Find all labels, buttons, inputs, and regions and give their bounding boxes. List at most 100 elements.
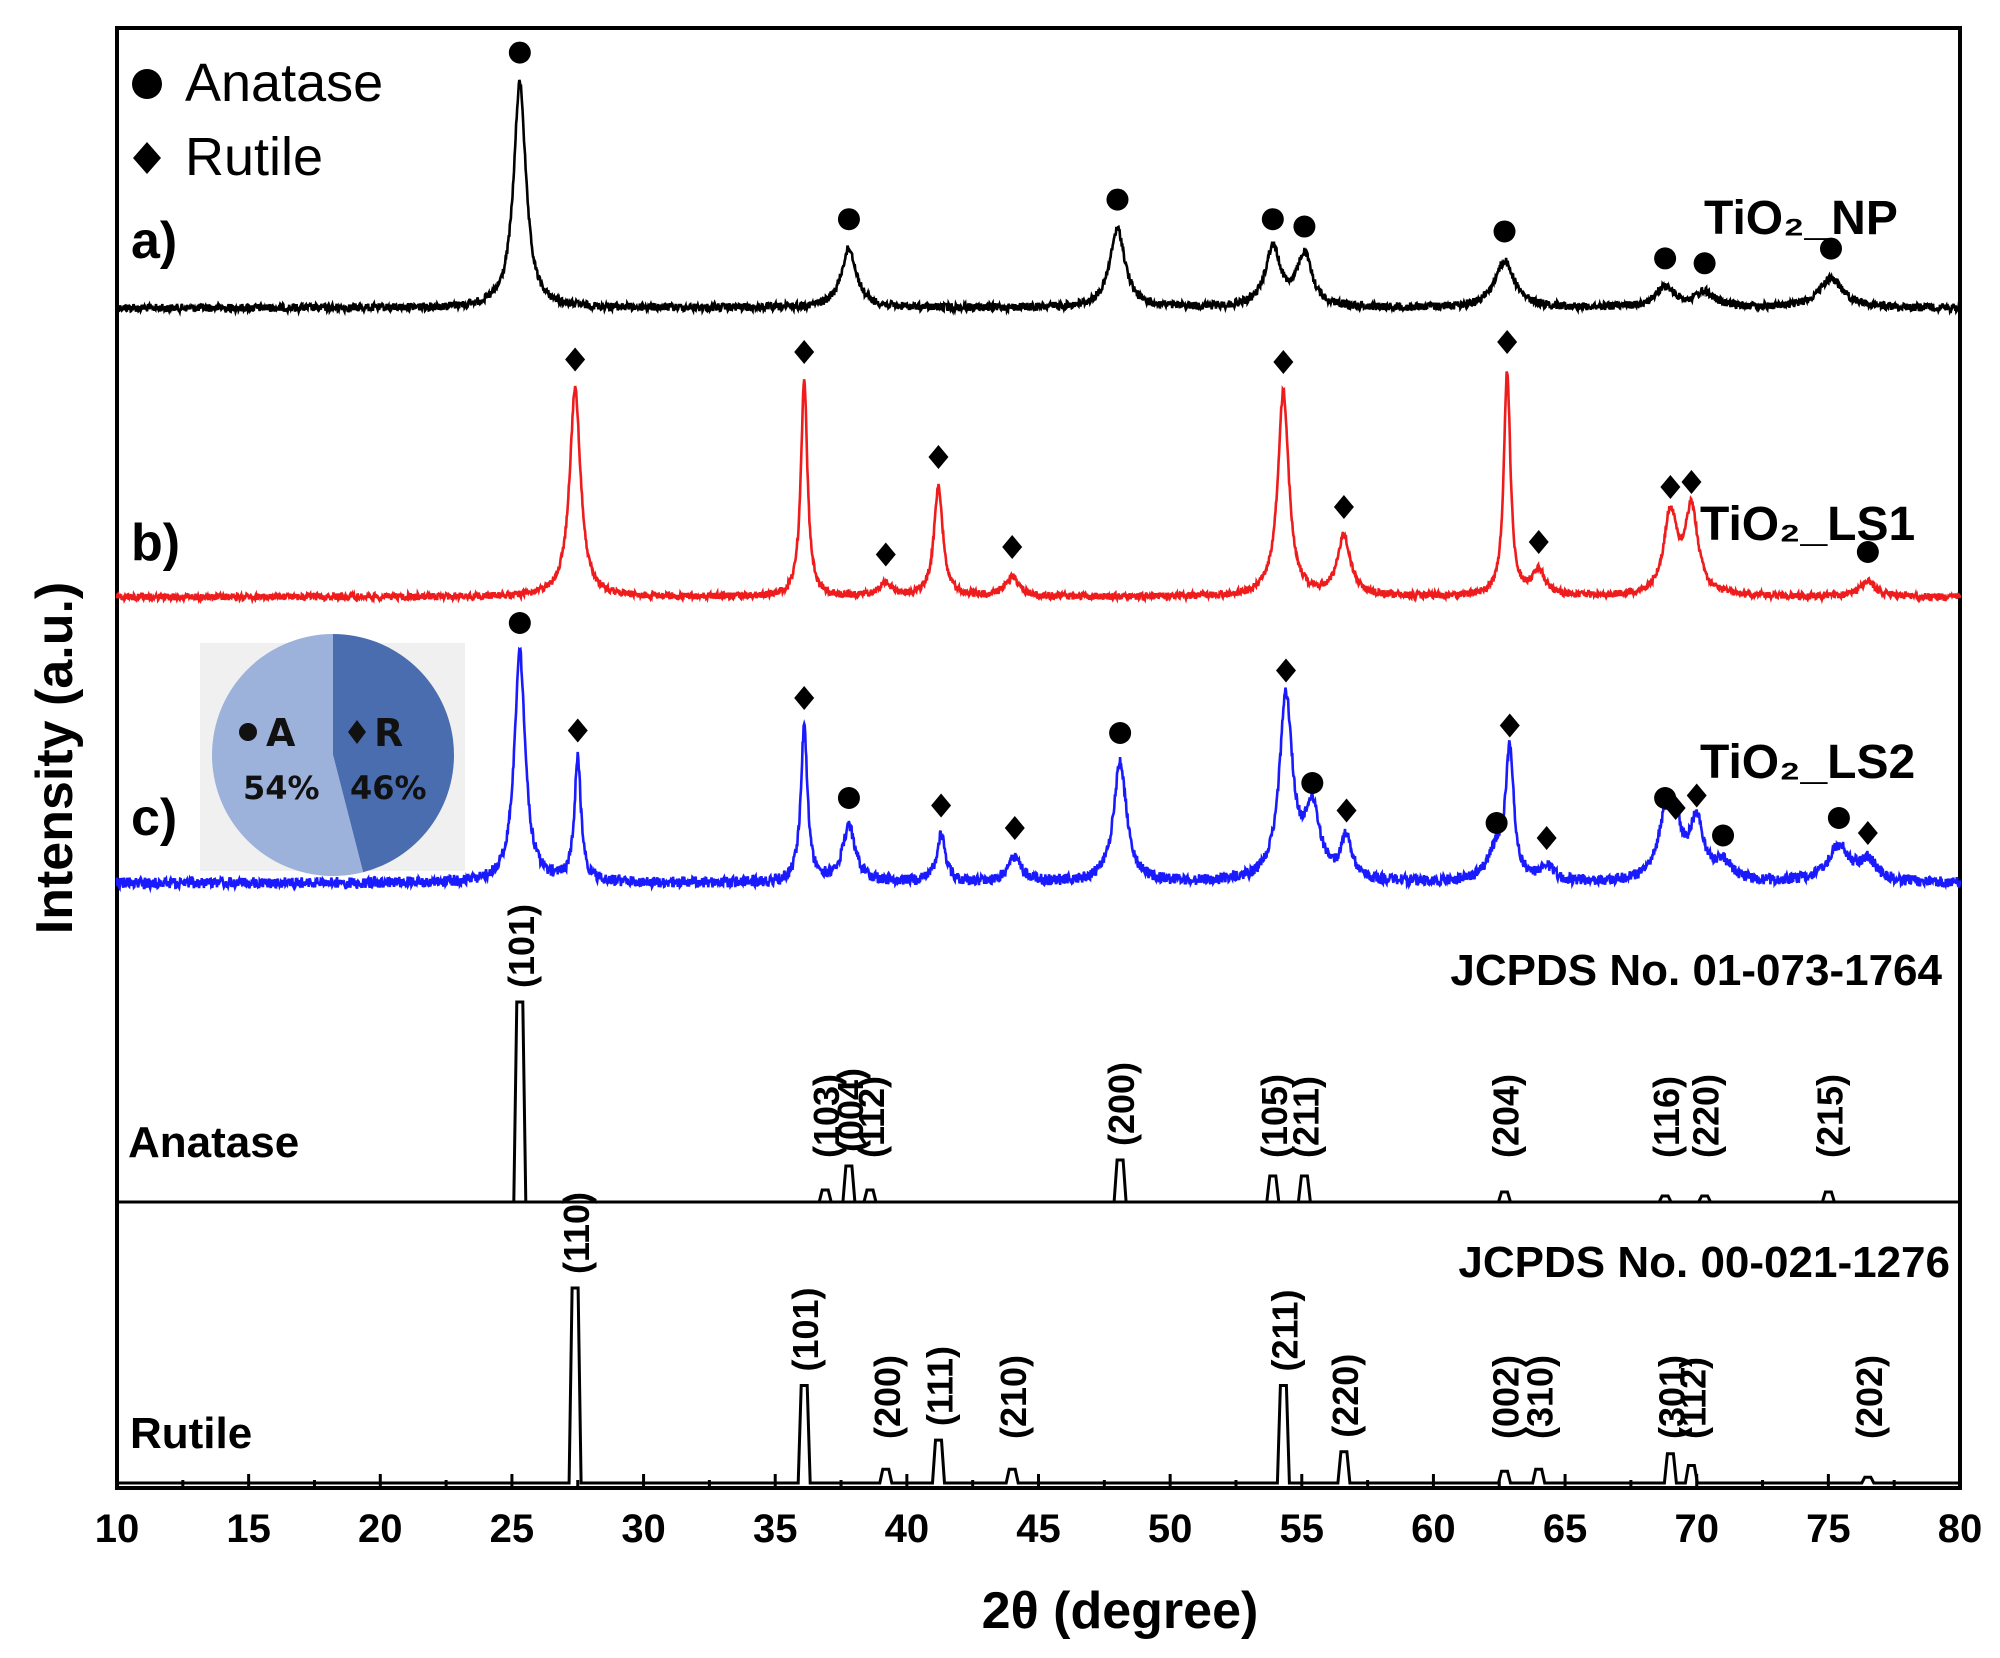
anatase-reference-hkl-label: (004) (830, 1068, 871, 1152)
rutile-peak-marker (1336, 798, 1357, 823)
rutile-reference-hkl-label: (111) (919, 1346, 960, 1426)
x-tick-label: 20 (358, 1507, 403, 1551)
anatase-peak-marker (1106, 188, 1129, 211)
rutile-reference-hkl-label: (112) (1672, 1357, 1713, 1439)
x-tick-label: 15 (226, 1507, 271, 1551)
x-tick-label: 40 (885, 1507, 930, 1551)
anatase-peak-marker (1693, 252, 1716, 275)
anatase-reference-hkl-label: (215) (1809, 1074, 1850, 1158)
curve-tio2-ls2 (115, 646, 1962, 894)
rutile-peak-marker (1681, 470, 1702, 494)
rutile-peak-marker (794, 686, 815, 710)
curve-tio2-ls1 (115, 371, 1962, 605)
sample-label-tio2-ls1: TiO₂_LS1 (1700, 498, 1915, 551)
rutile-reference-hkl-label: (101) (785, 1287, 826, 1371)
pie-slice-anatase (211, 634, 364, 877)
pie-anatase-label: A (266, 711, 296, 755)
anatase-reference-hkl-label: (220) (1686, 1074, 1727, 1158)
anatase-peak-marker (1654, 247, 1677, 270)
anatase-reference-hkl-label: (105) (1254, 1074, 1295, 1158)
rutile-peak-marker (1536, 826, 1557, 850)
x-tick-label: 25 (490, 1507, 535, 1551)
curve-letter-a: a) (131, 212, 177, 270)
x-tick-label: 65 (1543, 1507, 1588, 1551)
anatase-peak-marker (1712, 824, 1735, 847)
rutile-reference-line (117, 1286, 1960, 1485)
rutile-peak-marker (1660, 475, 1681, 499)
x-tick-label: 60 (1411, 1507, 1456, 1551)
rutile-peak-marker (1528, 530, 1549, 554)
anatase-reference-hkl-label: (116) (1646, 1076, 1687, 1158)
rutile-reference-hkl-label: (210) (993, 1355, 1034, 1439)
anatase-reference-hkl-label: (103) (806, 1074, 847, 1158)
anatase-peak-marker (1261, 208, 1284, 231)
anatase-peak-marker (508, 612, 531, 634)
rutile-reference-hkl-label: (110) (556, 1192, 597, 1274)
rutile-peak-marker (1002, 535, 1023, 559)
pie-rutile-label: R (374, 711, 403, 755)
rutile-peak-marker (794, 340, 815, 364)
x-tick-label: 30 (621, 1507, 666, 1551)
x-tick-label: 80 (1938, 1507, 1983, 1551)
anatase-peak-marker (1485, 812, 1508, 834)
rutile-reference-hkl-label: (310) (1520, 1355, 1561, 1439)
anatase-reference-hkl-label: (200) (1101, 1062, 1142, 1146)
rutile-reference-hkl-label: (211) (1264, 1289, 1305, 1371)
legend: Anatase Rutile (132, 53, 383, 187)
sample-curves (115, 79, 1962, 894)
rutile-peak-marker (875, 542, 896, 567)
rutile-peak-marker (565, 347, 586, 372)
anatase-reference-card: JCPDS No. 01-073-1764 (1450, 946, 1942, 995)
x-tick-label: 75 (1806, 1507, 1851, 1551)
anatase-reference-hkl-label: (211) (1285, 1076, 1326, 1158)
anatase-peak-marker (1301, 772, 1324, 794)
rutile-reference-hkl-label: (002) (1486, 1355, 1527, 1439)
rutile-peak-marker (1665, 796, 1686, 820)
curve-letter-b: b) (131, 514, 180, 572)
rutile-peak-marker (928, 445, 949, 469)
anatase-peak-marker (837, 208, 860, 231)
anatase-reference-hkl-label: (112) (851, 1076, 892, 1158)
anatase-reference-line (117, 1000, 1960, 1204)
legend-anatase-label: Anatase (185, 53, 383, 113)
x-tick-label: 35 (753, 1507, 798, 1551)
x-tick-label: 45 (1016, 1507, 1061, 1551)
rutile-peak-marker (931, 793, 952, 818)
x-tick-label: 50 (1148, 1507, 1193, 1551)
rutile-reference-hkl-label: (301) (1651, 1355, 1692, 1439)
pie-anatase-percent: 54% (243, 769, 320, 807)
x-axis-title: 2θ (degree) (982, 1582, 1259, 1640)
rutile-peak-marker (1273, 350, 1294, 374)
x-tick-label: 55 (1280, 1507, 1325, 1551)
legend-rutile-diamond-icon (133, 142, 161, 174)
rutile-peak-marker (1004, 816, 1025, 840)
rutile-peak-marker (1333, 495, 1354, 519)
pie-slice-rutile (333, 634, 454, 873)
anatase-peak-marker (1827, 807, 1850, 829)
rutile-reference-hkl-label: (202) (1849, 1355, 1890, 1439)
rutile-peak-marker (1275, 658, 1296, 683)
rutile-peak-marker (1857, 821, 1878, 845)
pie-rutile-percent: 46% (350, 769, 427, 807)
reference-patterns: (101)(103)(004)(112) (200) (105)(211) (204)… (117, 904, 1960, 1485)
y-axis-title: Intensity (a.u.) (26, 582, 84, 934)
rutile-peak-marker (1686, 783, 1707, 808)
pie-rutile-diamond-icon (348, 720, 366, 744)
sample-label-tio2-ls2: TiO₂_LS2 (1700, 736, 1915, 789)
anatase-peak-marker (1109, 722, 1132, 744)
rutile-peak-marker (567, 718, 588, 743)
rutile-reference-hkl-label: (220) (1325, 1354, 1366, 1438)
curve-tio2-np (115, 79, 1962, 317)
anatase-reference-name: Anatase (128, 1118, 299, 1167)
curve-letter-c: c) (131, 789, 177, 847)
rutile-peak-marker (1497, 330, 1518, 354)
anatase-peak-marker (1856, 541, 1879, 563)
x-tick-label: 70 (1674, 1507, 1719, 1551)
phase-markers (508, 41, 1879, 850)
anatase-peak-marker (508, 41, 531, 64)
pie-anatase-circle-icon (239, 723, 257, 741)
rutile-peak-marker (1499, 713, 1520, 738)
phase-fraction-pie: A 54% R 46% (200, 634, 465, 877)
anatase-peak-marker (1493, 220, 1516, 243)
